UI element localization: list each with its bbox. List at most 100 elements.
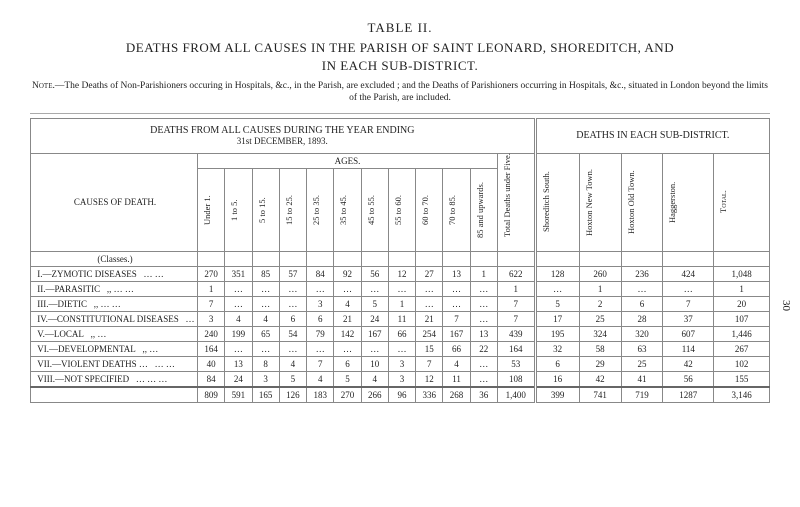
- empty-cell: [497, 251, 535, 266]
- cause-cell: IV.—CONSTITUTIONAL DISEASES …: [31, 311, 198, 326]
- totals-age-cell: 268: [443, 387, 470, 403]
- age-cell: 84: [198, 371, 225, 387]
- age-cell: 84: [307, 266, 334, 281]
- age-cell: …: [225, 296, 252, 311]
- total-header: Total.: [714, 153, 770, 251]
- age-cell: …: [252, 296, 279, 311]
- group-header-left: DEATHS FROM ALL CAUSES DURING THE YEAR E…: [31, 118, 536, 153]
- subdistrict-cell: 607: [663, 326, 714, 341]
- row-total-cell: 102: [714, 356, 770, 371]
- cause-cell: I.—ZYMOTIC DISEASES … …: [31, 266, 198, 281]
- page-number-side: 30: [780, 300, 792, 311]
- age-cell: 56: [361, 266, 388, 281]
- age-cell: 4: [225, 311, 252, 326]
- subdistrict-cell: 260: [579, 266, 621, 281]
- age-cell: …: [361, 341, 388, 356]
- age-cell: 24: [225, 371, 252, 387]
- age-cell: 4: [252, 311, 279, 326]
- age-cell: 1: [198, 281, 225, 296]
- subdistrict-header-2: Hoxton Old Town.: [621, 153, 663, 251]
- totals-age-cell: 96: [388, 387, 415, 403]
- totals-age-cell: 165: [252, 387, 279, 403]
- age-header: 45 to 55.: [361, 168, 388, 251]
- age-cell: …: [443, 281, 470, 296]
- age-cell: 3: [198, 311, 225, 326]
- age-cell: 40: [198, 356, 225, 371]
- subdistrict-cell: …: [535, 281, 579, 296]
- row-total-cell: 267: [714, 341, 770, 356]
- empty-cell: [361, 251, 388, 266]
- age-cell: 3: [388, 371, 415, 387]
- row-total-cell: 107: [714, 311, 770, 326]
- age-cell: …: [334, 341, 361, 356]
- empty-cell: [307, 251, 334, 266]
- empty-cell: [663, 251, 714, 266]
- subdistrict-cell: 114: [663, 341, 714, 356]
- row-total-cell: 1,048: [714, 266, 770, 281]
- classes-label: (Classes.): [31, 251, 198, 266]
- age-cell: 1: [388, 296, 415, 311]
- age-cell: 85: [252, 266, 279, 281]
- cause-cell: II.—PARASITIC ,, … …: [31, 281, 198, 296]
- subdistrict-cell: 28: [621, 311, 663, 326]
- totals-age-cell: 809: [198, 387, 225, 403]
- subdistrict-cell: 424: [663, 266, 714, 281]
- total-under-five-cell: 7: [497, 296, 535, 311]
- subdistrict-cell: 2: [579, 296, 621, 311]
- subdistrict-cell: 58: [579, 341, 621, 356]
- age-header: 85 and upwards.: [470, 168, 497, 251]
- empty-cell: [416, 251, 443, 266]
- note-text: Note.—The Deaths of Non-Parishioners occ…: [30, 80, 770, 105]
- subdistrict-cell: 7: [663, 296, 714, 311]
- age-header: 1 to 5.: [225, 168, 252, 251]
- age-cell: 7: [416, 356, 443, 371]
- age-header: 25 to 35.: [307, 168, 334, 251]
- age-cell: 21: [334, 311, 361, 326]
- subdistrict-cell: 42: [663, 356, 714, 371]
- subdistrict-header-3: Haggerston.: [663, 153, 714, 251]
- deaths-table: DEATHS FROM ALL CAUSES DURING THE YEAR E…: [30, 118, 770, 403]
- age-cell: 24: [361, 311, 388, 326]
- age-cell: …: [443, 296, 470, 311]
- age-cell: 4: [443, 356, 470, 371]
- total-under-five-cell: 622: [497, 266, 535, 281]
- age-cell: …: [252, 341, 279, 356]
- subdistrict-cell: 5: [535, 296, 579, 311]
- age-cell: 1: [470, 266, 497, 281]
- age-cell: 8: [252, 356, 279, 371]
- age-cell: 10: [361, 356, 388, 371]
- empty-cell: [198, 251, 225, 266]
- age-cell: 6: [307, 311, 334, 326]
- subdistrict-cell: 29: [579, 356, 621, 371]
- page-subtitle: IN EACH SUB-DISTRICT.: [30, 58, 770, 74]
- subdistrict-cell: 37: [663, 311, 714, 326]
- age-cell: 167: [443, 326, 470, 341]
- row-total-cell: 155: [714, 371, 770, 387]
- total-under-five-header: Total Deaths under Five.: [497, 153, 535, 251]
- age-cell: 4: [334, 296, 361, 311]
- age-cell: 79: [307, 326, 334, 341]
- age-cell: …: [279, 341, 306, 356]
- subdistrict-cell: 63: [621, 341, 663, 356]
- age-cell: 27: [416, 266, 443, 281]
- subdistrict-cell: 42: [579, 371, 621, 387]
- age-cell: 5: [334, 371, 361, 387]
- totals-under-five-cell: 1,400: [497, 387, 535, 403]
- table-number: TABLE II.: [30, 20, 770, 36]
- age-cell: 22: [470, 341, 497, 356]
- age-cell: …: [307, 341, 334, 356]
- subdistrict-cell: 6: [621, 296, 663, 311]
- age-cell: …: [470, 281, 497, 296]
- row-total-cell: 1: [714, 281, 770, 296]
- totals-subdistrict-cell: 741: [579, 387, 621, 403]
- age-header: 35 to 45.: [334, 168, 361, 251]
- age-cell: …: [416, 296, 443, 311]
- total-under-five-cell: 53: [497, 356, 535, 371]
- age-cell: 11: [443, 371, 470, 387]
- subdistrict-cell: 17: [535, 311, 579, 326]
- total-under-five-cell: 439: [497, 326, 535, 341]
- empty-cell: [252, 251, 279, 266]
- age-cell: 4: [361, 371, 388, 387]
- age-cell: …: [307, 281, 334, 296]
- age-cell: …: [361, 281, 388, 296]
